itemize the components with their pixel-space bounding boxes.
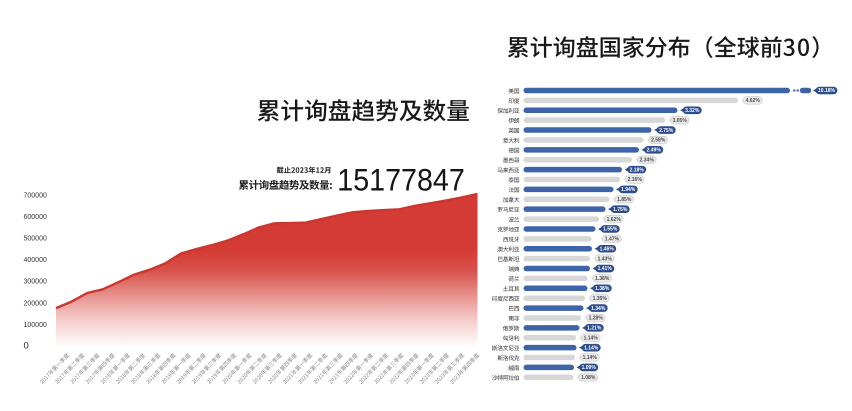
svg-text:100000: 100000: [24, 322, 47, 329]
svg-text:300000: 300000: [24, 279, 47, 286]
svg-text:400000: 400000: [24, 257, 47, 264]
svg-text:1.94%: 1.94%: [621, 187, 636, 193]
svg-text:1.43%: 1.43%: [598, 256, 613, 262]
svg-text:1.38%: 1.38%: [595, 286, 610, 292]
svg-text:4.62%: 4.62%: [746, 98, 761, 104]
svg-text:1.46%: 1.46%: [600, 246, 615, 252]
svg-text:0: 0: [24, 341, 29, 352]
svg-text:1.09%: 1.09%: [582, 365, 597, 371]
svg-text:2.58%: 2.58%: [651, 138, 666, 144]
svg-text:200000: 200000: [24, 300, 47, 307]
svg-text:1.47%: 1.47%: [605, 237, 620, 243]
svg-text:1.35%: 1.35%: [593, 296, 608, 302]
svg-text:1.14%: 1.14%: [583, 355, 598, 361]
svg-text:1.08%: 1.08%: [581, 375, 596, 381]
svg-text:2.16%: 2.16%: [628, 177, 643, 183]
svg-text:15177847: 15177847: [337, 162, 465, 197]
svg-text:3.32%: 3.32%: [685, 108, 700, 114]
svg-text:500000: 500000: [24, 236, 47, 243]
svg-text:2.75%: 2.75%: [659, 128, 674, 134]
svg-text:1.55%: 1.55%: [603, 227, 618, 233]
svg-text:1.62%: 1.62%: [607, 217, 622, 223]
svg-text:3.05%: 3.05%: [673, 118, 688, 124]
svg-text:10.18%: 10.18%: [818, 88, 836, 94]
svg-text:2.18%: 2.18%: [630, 167, 645, 173]
svg-text:1.38%: 1.38%: [595, 276, 610, 282]
svg-text:1.14%: 1.14%: [584, 335, 599, 341]
svg-text:1.21%: 1.21%: [587, 326, 602, 332]
svg-text:2.49%: 2.49%: [647, 148, 662, 154]
svg-text:1.85%: 1.85%: [617, 197, 632, 203]
svg-text:1.14%: 1.14%: [584, 345, 599, 351]
svg-text:1.41%: 1.41%: [598, 266, 613, 272]
svg-text:1.28%: 1.28%: [589, 316, 604, 322]
svg-text:700000: 700000: [24, 192, 47, 199]
svg-text:600000: 600000: [24, 214, 47, 221]
svg-text:1.34%: 1.34%: [591, 306, 606, 312]
svg-text:1.75%: 1.75%: [613, 207, 628, 213]
svg-text:2.34%: 2.34%: [640, 157, 655, 163]
